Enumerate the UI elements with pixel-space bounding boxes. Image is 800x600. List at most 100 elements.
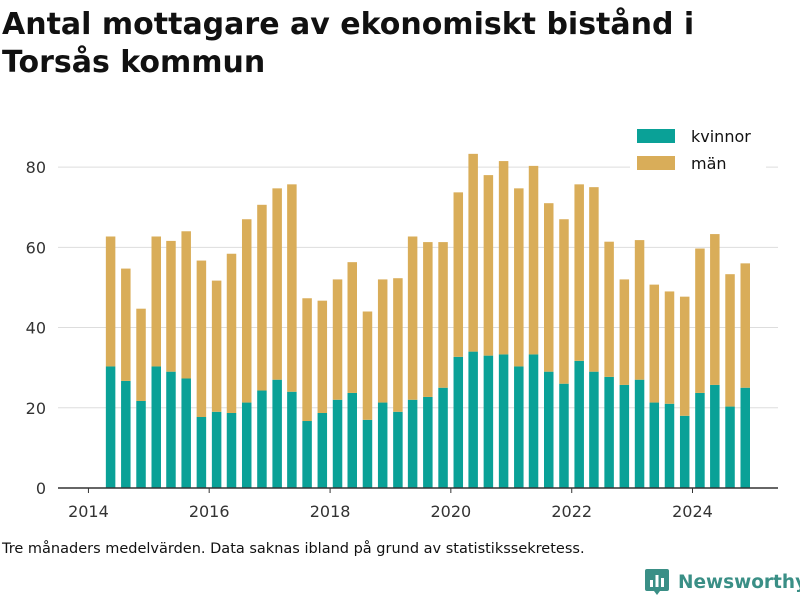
x-tick-label: 2018 — [310, 502, 351, 521]
x-tick-label: 2022 — [551, 502, 592, 521]
y-tick-label: 60 — [26, 238, 46, 257]
legend-swatch — [637, 129, 675, 143]
bar-kvinnor — [453, 356, 464, 488]
bar-kvinnor — [544, 371, 554, 488]
bar-kvinnor — [211, 411, 222, 488]
bar-man — [574, 184, 584, 361]
bar-kvinnor — [695, 392, 705, 488]
bar-man — [589, 187, 599, 372]
bar-man — [423, 242, 433, 397]
chart-title: Antal mottagare av ekonomiskt bistånd i … — [2, 7, 695, 80]
bar-kvinnor — [332, 399, 343, 488]
y-tick-label: 40 — [26, 319, 46, 338]
newsworthy-brand[interactable]: Newsworthy — [644, 568, 800, 596]
bar-man — [679, 296, 690, 416]
bar-man — [483, 175, 494, 356]
bar-man — [740, 263, 750, 388]
bar-kvinnor — [272, 379, 282, 488]
x-tick-label: 2014 — [68, 502, 109, 521]
bar-man — [710, 234, 720, 385]
bar-kvinnor — [226, 412, 237, 488]
bar-kvinnor — [438, 387, 448, 488]
bar-man — [604, 241, 614, 377]
bar-kvinnor — [679, 415, 690, 488]
bar-man — [514, 188, 524, 367]
bar-man — [211, 280, 222, 412]
bar-man — [438, 242, 448, 388]
bar-kvinnor — [483, 355, 494, 489]
bar-kvinnor — [317, 412, 328, 488]
footnote: Tre månaders medelvärden. Data saknas ib… — [2, 541, 585, 557]
bar-kvinnor — [347, 392, 357, 488]
bar-man — [332, 279, 343, 400]
bar-kvinnor — [649, 402, 660, 488]
bar-man — [695, 248, 705, 393]
bar-man — [226, 253, 237, 413]
bar-man — [634, 240, 645, 380]
bar-man — [498, 161, 509, 355]
bar-kvinnor — [377, 402, 388, 488]
bar-kvinnor — [166, 371, 176, 488]
bar-man — [302, 298, 312, 422]
bar-kvinnor — [121, 380, 131, 488]
bar-kvinnor — [514, 366, 524, 488]
bar-kvinnor — [725, 406, 735, 488]
bar-kvinnor — [559, 383, 569, 488]
bar-man — [181, 231, 191, 379]
bar-man — [725, 274, 735, 407]
bar-kvinnor — [664, 403, 675, 488]
y-tick-label: 0 — [36, 479, 46, 498]
bar-kvinnor — [151, 366, 161, 488]
x-tick-label: 2016 — [189, 502, 230, 521]
legend-label: män — [691, 154, 727, 173]
bar-man — [544, 203, 554, 372]
bar-man — [166, 240, 176, 372]
stacked-bar-chart: 0 20 40 60 80 2014 2016 2018 2020 2022 2024 kvinno… — [25, 127, 778, 521]
bar-kvinnor — [393, 411, 403, 488]
bar-man — [528, 165, 539, 355]
bar-man — [362, 311, 373, 420]
bar-kvinnor — [468, 351, 478, 488]
bar-man — [196, 260, 207, 417]
bar-man — [468, 153, 478, 352]
bar-kvinnor — [105, 366, 116, 488]
bar-kvinnor — [634, 379, 645, 488]
newsworthy-wordmark: Newsworthy — [678, 571, 800, 593]
bar-man — [393, 278, 403, 412]
bar-kvinnor — [196, 417, 207, 488]
bar-kvinnor — [589, 371, 599, 488]
bar-man — [453, 192, 464, 357]
bar-man — [151, 236, 161, 367]
bar-kvinnor — [740, 387, 750, 488]
bar-kvinnor — [287, 391, 297, 488]
bar-kvinnor — [574, 360, 584, 488]
bar-man — [287, 184, 297, 392]
bar-kvinnor — [619, 384, 630, 488]
bar-kvinnor — [407, 399, 418, 488]
bar-man — [136, 308, 146, 401]
bar-kvinnor — [362, 419, 373, 488]
y-tick-label: 80 — [26, 158, 46, 177]
bar-man — [407, 236, 418, 400]
newsworthy-bar-chart-logo-icon — [645, 569, 669, 595]
bar-man — [105, 236, 116, 367]
bar-kvinnor — [423, 396, 433, 488]
bar-man — [664, 291, 675, 404]
bar-man — [257, 204, 267, 391]
bar-kvinnor — [241, 402, 252, 488]
bar-kvinnor — [498, 354, 509, 488]
bar-kvinnor — [604, 376, 614, 488]
legend-label: kvinnor — [691, 127, 751, 146]
bar-man — [559, 219, 569, 384]
bar-man — [241, 219, 252, 403]
bar-man — [649, 284, 660, 403]
x-tick-label: 2020 — [430, 502, 471, 521]
bar-kvinnor — [136, 400, 146, 488]
bar-man — [272, 188, 282, 380]
bar-man — [377, 279, 388, 403]
bar-man — [347, 262, 357, 393]
legend-swatch — [637, 156, 675, 170]
bar-kvinnor — [181, 378, 191, 488]
bar-man — [317, 300, 328, 413]
y-tick-label: 20 — [26, 399, 46, 418]
